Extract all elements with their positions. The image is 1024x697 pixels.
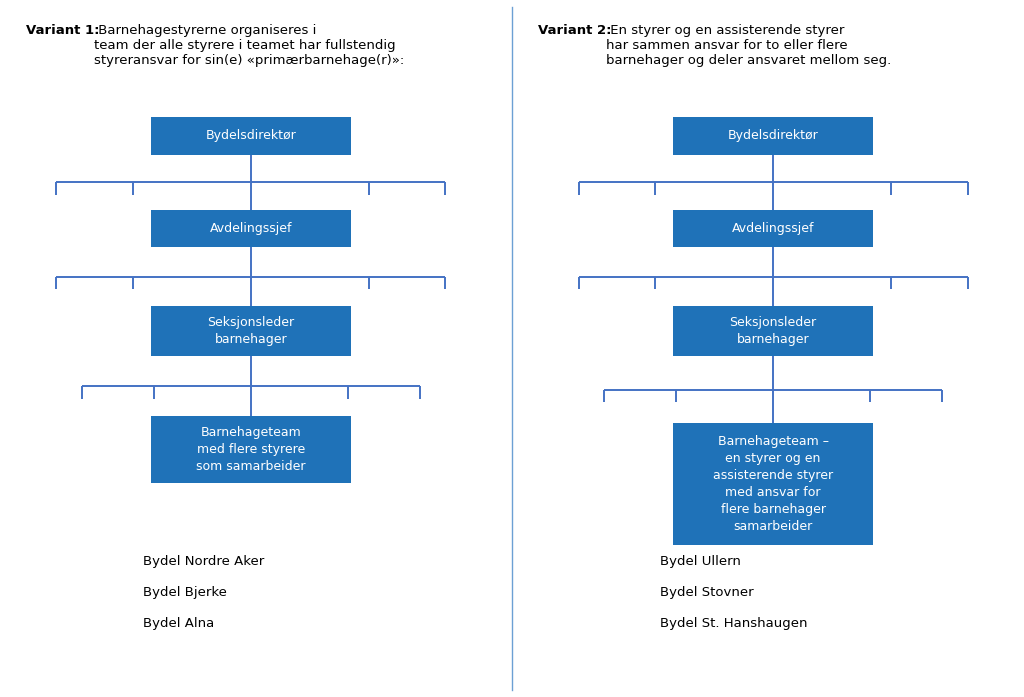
Text: Bydel Nordre Aker: Bydel Nordre Aker — [143, 555, 264, 567]
Text: Bydelsdirektør: Bydelsdirektør — [728, 130, 818, 142]
Text: Bydel Bjerke: Bydel Bjerke — [143, 586, 227, 599]
Text: Variant 1:: Variant 1: — [26, 24, 99, 38]
FancyBboxPatch shape — [152, 117, 350, 155]
Text: Barnehageteam –
en styrer og en
assisterende styrer
med ansvar for
flere barneha: Barnehageteam – en styrer og en assister… — [713, 436, 834, 533]
Text: Barnehageteam
med flere styrere
som samarbeider: Barnehageteam med flere styrere som sama… — [197, 426, 305, 473]
Text: En styrer og en assisterende styrer
har sammen ansvar for to eller flere
barneha: En styrer og en assisterende styrer har … — [606, 24, 892, 68]
Text: Avdelingssjef: Avdelingssjef — [732, 222, 814, 235]
Text: Bydelsdirektør: Bydelsdirektør — [206, 130, 296, 142]
Text: Bydel Ullern: Bydel Ullern — [660, 555, 741, 567]
Text: Bydel Stovner: Bydel Stovner — [660, 586, 754, 599]
FancyBboxPatch shape — [674, 210, 872, 247]
Text: Seksjonsleder
barnehager: Seksjonsleder barnehager — [729, 316, 817, 346]
FancyBboxPatch shape — [152, 417, 350, 482]
FancyBboxPatch shape — [152, 306, 350, 356]
FancyBboxPatch shape — [152, 210, 350, 247]
FancyBboxPatch shape — [674, 306, 872, 356]
Text: Avdelingssjef: Avdelingssjef — [210, 222, 292, 235]
Text: Variant 2:: Variant 2: — [538, 24, 611, 38]
Text: Bydel St. Hanshaugen: Bydel St. Hanshaugen — [660, 618, 808, 630]
Text: Bydel Alna: Bydel Alna — [143, 618, 215, 630]
Text: Seksjonsleder
barnehager: Seksjonsleder barnehager — [207, 316, 295, 346]
Text: Barnehagestyrerne organiseres i
team der alle styrere i teamet har fullstendig
s: Barnehagestyrerne organiseres i team der… — [94, 24, 404, 68]
FancyBboxPatch shape — [674, 117, 872, 155]
FancyBboxPatch shape — [674, 423, 872, 545]
